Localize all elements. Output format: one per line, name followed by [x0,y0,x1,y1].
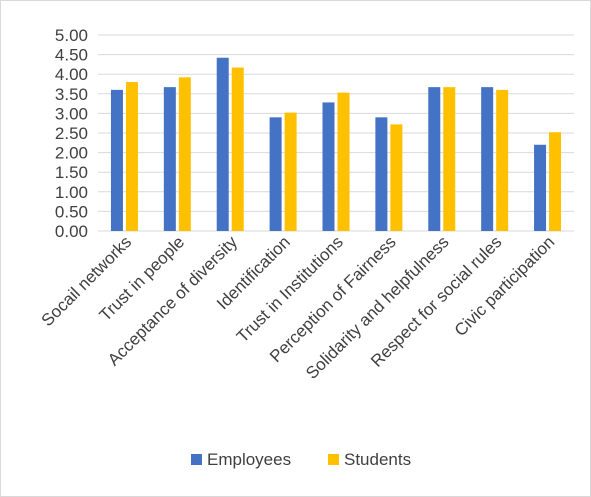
bar-students [337,92,350,232]
bar-students [178,77,191,231]
y-tick-label: 2.00 [55,144,88,163]
y-tick-label: 0.00 [55,222,88,241]
y-tick-label: 1.50 [55,163,88,182]
bar-employees [269,117,282,231]
bars [110,57,562,232]
bar-employees [375,117,388,231]
bar-employees [216,57,229,232]
legend-swatch-students [328,454,339,465]
bar-students [390,124,403,231]
y-tick-label: 3.50 [55,85,88,104]
bar-students [125,82,138,231]
bar-employees [481,87,494,231]
y-tick-label: 4.50 [55,46,88,65]
x-category-label: Socail networks [38,232,136,330]
bar-employees [322,102,335,231]
bar-employees [110,89,123,231]
legend: Employees Students [191,450,411,469]
gridlines [98,34,574,232]
bar-employees [534,144,547,231]
bar-students [443,87,456,231]
bar-employees [163,87,176,231]
y-tick-label: 5.00 [55,26,88,45]
y-axis-ticks: 0.000.501.001.502.002.503.003.504.004.50… [55,26,88,241]
bar-students [231,67,244,231]
x-category-label: Civic participation [451,232,559,340]
y-tick-label: 4.00 [55,65,88,84]
legend-label: Employees [207,450,291,469]
bar-students [549,132,562,231]
y-tick-label: 0.50 [55,202,88,221]
legend-swatch-employees [191,454,202,465]
bar-employees [428,87,441,231]
y-tick-label: 2.50 [55,124,88,143]
y-tick-label: 3.00 [55,104,88,123]
legend-label: Students [344,450,411,469]
y-tick-label: 1.00 [55,183,88,202]
bar-students [496,89,509,231]
bar-students [284,112,297,231]
